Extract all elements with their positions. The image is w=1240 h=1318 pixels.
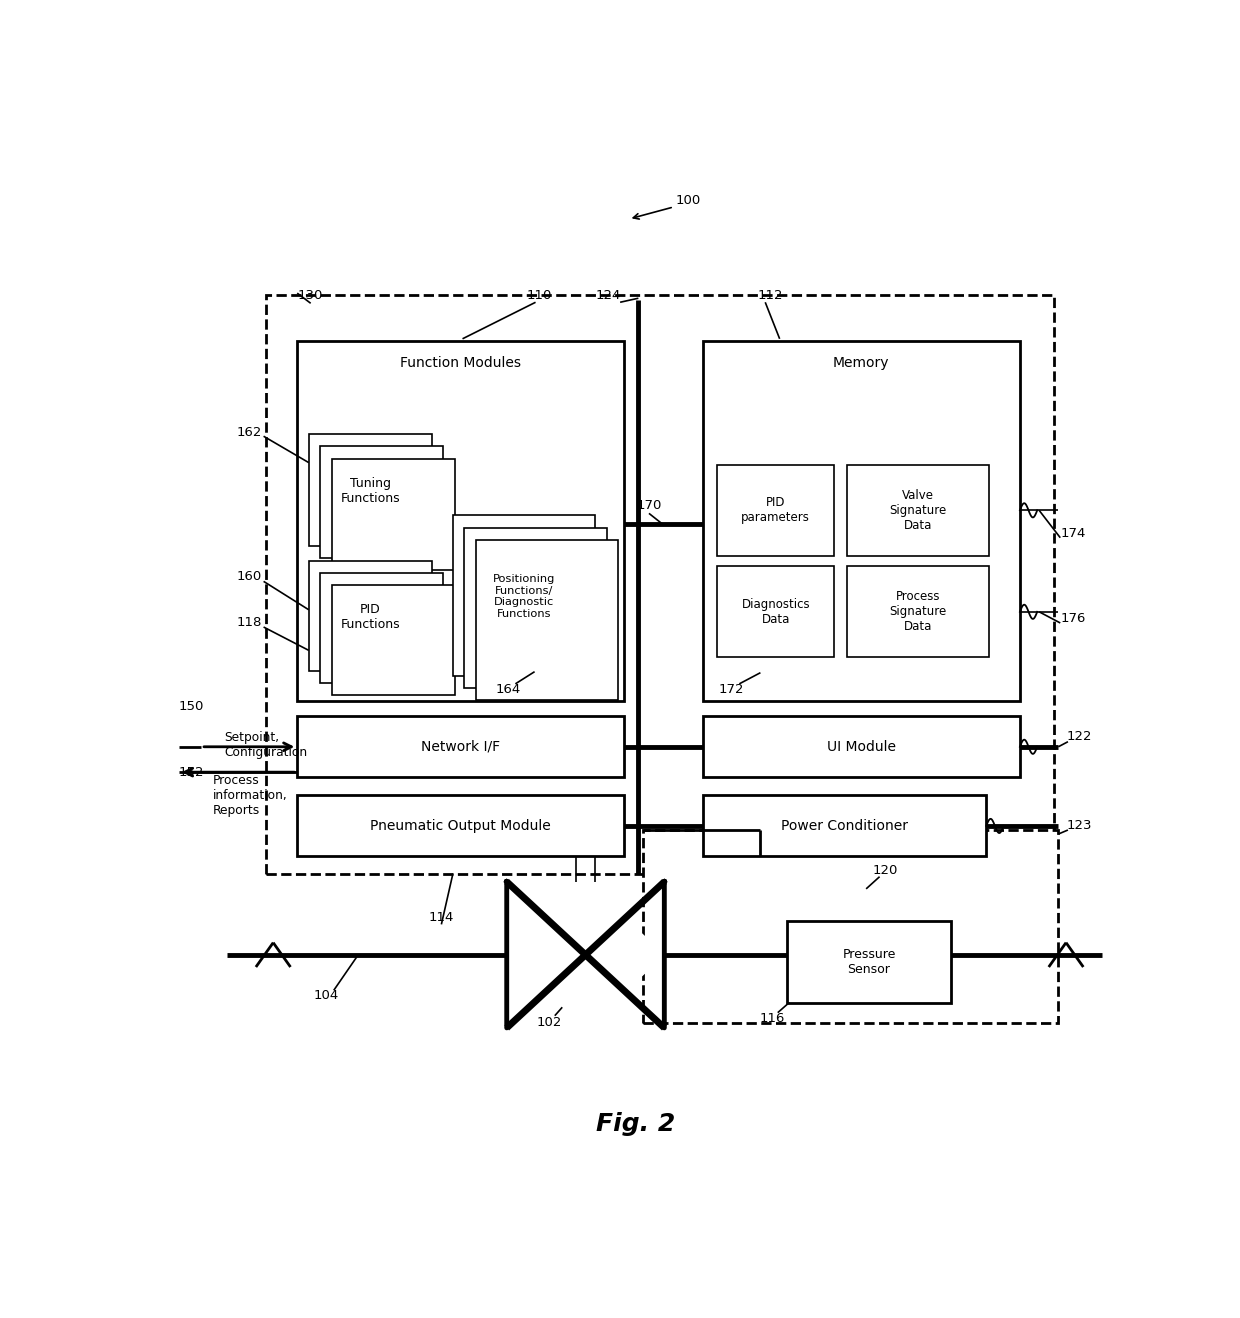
Bar: [644, 830, 1058, 1023]
Bar: [717, 465, 835, 556]
Text: 152: 152: [179, 766, 205, 779]
Bar: [332, 459, 455, 571]
Text: 123: 123: [1066, 820, 1092, 833]
Text: 114: 114: [429, 911, 454, 924]
Text: PID
Functions: PID Functions: [341, 602, 401, 631]
Text: 100: 100: [676, 194, 701, 207]
Text: UI Module: UI Module: [827, 739, 895, 754]
Text: 110: 110: [527, 289, 552, 302]
Bar: [703, 341, 1019, 701]
Text: 112: 112: [758, 289, 782, 302]
Polygon shape: [507, 882, 665, 1028]
Text: 102: 102: [537, 1016, 562, 1029]
Text: 162: 162: [237, 426, 262, 439]
Text: 120: 120: [873, 865, 898, 876]
Text: 116: 116: [759, 1012, 785, 1025]
Text: Diagnostics
Data: Diagnostics Data: [742, 598, 810, 626]
Text: Process
Signature
Data: Process Signature Data: [889, 590, 946, 634]
Bar: [703, 796, 986, 857]
Text: Memory: Memory: [833, 356, 889, 370]
Bar: [847, 465, 990, 556]
Text: Valve
Signature
Data: Valve Signature Data: [889, 489, 946, 532]
Text: Process
information,
Reports: Process information, Reports: [213, 774, 288, 817]
Text: 122: 122: [1066, 730, 1092, 743]
Text: 174: 174: [1060, 527, 1085, 540]
Text: 160: 160: [237, 569, 262, 583]
Bar: [847, 567, 990, 658]
Bar: [787, 921, 951, 1003]
Text: 164: 164: [496, 684, 521, 696]
Text: 104: 104: [314, 988, 339, 1002]
Bar: [453, 515, 595, 676]
Bar: [703, 717, 1019, 778]
Bar: [717, 567, 835, 658]
Text: Pressure
Sensor: Pressure Sensor: [842, 948, 895, 975]
Text: Positioning
Functions/
Diagnostic
Functions: Positioning Functions/ Diagnostic Functi…: [492, 575, 556, 619]
Bar: [298, 796, 624, 857]
Bar: [476, 540, 619, 700]
Bar: [332, 585, 455, 695]
Text: 172: 172: [719, 684, 744, 696]
Bar: [320, 447, 444, 558]
Text: Network I/F: Network I/F: [422, 739, 500, 754]
Text: 170: 170: [636, 498, 662, 511]
Bar: [465, 527, 606, 688]
Text: 130: 130: [298, 289, 324, 302]
Bar: [298, 341, 624, 701]
Bar: [320, 573, 444, 683]
Text: Power Conditioner: Power Conditioner: [781, 818, 908, 833]
Text: 176: 176: [1060, 613, 1085, 626]
Text: PID
parameters: PID parameters: [742, 497, 810, 525]
Text: 150: 150: [179, 700, 205, 713]
Text: Fig. 2: Fig. 2: [596, 1112, 675, 1136]
Bar: [309, 561, 432, 671]
Text: 118: 118: [237, 617, 262, 630]
Text: Setpoint,
Configuration: Setpoint, Configuration: [224, 730, 308, 759]
Text: 124: 124: [596, 289, 621, 302]
Bar: [309, 434, 432, 546]
Bar: [298, 717, 624, 778]
Text: Function Modules: Function Modules: [401, 356, 521, 370]
Bar: [265, 295, 1054, 874]
Text: Pneumatic Output Module: Pneumatic Output Module: [371, 818, 551, 833]
Text: Tuning
Functions: Tuning Functions: [341, 477, 401, 505]
